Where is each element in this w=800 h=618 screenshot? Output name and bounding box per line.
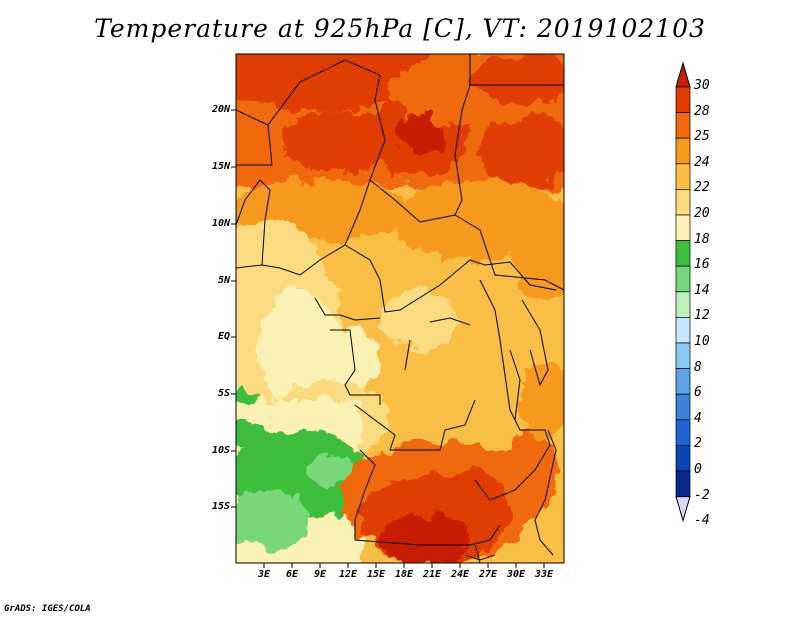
colorbar-label: 14: [694, 282, 710, 298]
colorbar-label: 0: [694, 462, 702, 477]
colorbar-top-arrow: [675, 61, 691, 88]
colorbar-label: 18: [694, 231, 710, 247]
colorbar-segment: [675, 86, 691, 113]
lon-label-33e: 33E: [534, 569, 554, 580]
colorbar-segment: [675, 317, 691, 344]
colorbar-segment: [675, 393, 691, 421]
lat-label-15n: 15N: [211, 161, 230, 172]
colorbar-label: 2: [694, 436, 702, 452]
colorbar-label: 16: [694, 257, 710, 273]
colorbar-segment: [675, 445, 691, 472]
lon-label-15e: 15E: [366, 569, 386, 580]
lon-label-9e: 9E: [313, 569, 327, 580]
colorbar-segment: [675, 419, 691, 446]
colorbar-label: 10: [694, 334, 710, 349]
colorbar-segment: [675, 470, 691, 497]
lon-label-6e: 6E: [285, 569, 299, 580]
lon-ticks: [263, 563, 545, 568]
lat-label-eq: EQ: [217, 331, 230, 342]
colorbar-label: 22: [694, 180, 710, 196]
lat-label-20n: 20N: [211, 104, 230, 115]
colorbar-segment: [675, 189, 691, 216]
colorbar-label: 28: [694, 103, 710, 119]
colorbar-label: 12: [694, 308, 710, 324]
colorbar-label: 6: [694, 385, 702, 401]
colorbar-segment: [675, 342, 691, 369]
map-frame: [235, 53, 565, 564]
colorbar-label: 25: [694, 129, 710, 145]
colorbar-segment: [675, 137, 691, 165]
map-title: Temperature at 925hPa [C], VT: 201910210…: [94, 14, 706, 43]
lon-label-21e: 21E: [422, 569, 442, 580]
lon-label-12e: 12E: [338, 569, 358, 580]
lon-label-27e: 27E: [478, 569, 498, 580]
colorbar-label: 30: [694, 78, 710, 93]
lat-label-15s: 15S: [211, 501, 230, 512]
lon-label-24e: 24E: [450, 569, 470, 580]
colorbar: [675, 61, 691, 523]
colorbar-segment: [675, 265, 691, 293]
colorbar-label: -2: [694, 487, 710, 503]
lon-label-3e: 3E: [257, 569, 271, 580]
colorbar-label: 20: [694, 206, 710, 221]
lat-label-5s: 5S: [217, 388, 230, 399]
lat-label-10s: 10S: [211, 445, 230, 456]
lat-ticks: [231, 109, 236, 508]
colorbar-segment: [675, 368, 691, 395]
temperature-field: [236, 54, 564, 563]
colorbar-label: -4: [694, 513, 710, 529]
lon-label-30e: 30E: [506, 569, 526, 580]
lat-label-5n: 5N: [217, 275, 230, 286]
colorbar-label: 8: [694, 359, 702, 375]
footer-credit: GrADS: IGES/COLA: [4, 604, 91, 614]
colorbar-segment: [675, 214, 691, 241]
colorbar-segment: [675, 291, 691, 318]
colorbar-segment: [675, 112, 691, 139]
colorbar-segment: [675, 163, 691, 190]
colorbar-bottom-arrow: [675, 496, 691, 523]
colorbar-label: 24: [694, 154, 710, 170]
lat-label-10n: 10N: [211, 218, 230, 229]
lon-label-18e: 18E: [394, 569, 414, 580]
colorbar-segment: [675, 240, 691, 267]
colorbar-label: 4: [694, 410, 702, 426]
country-borders: [236, 54, 564, 563]
